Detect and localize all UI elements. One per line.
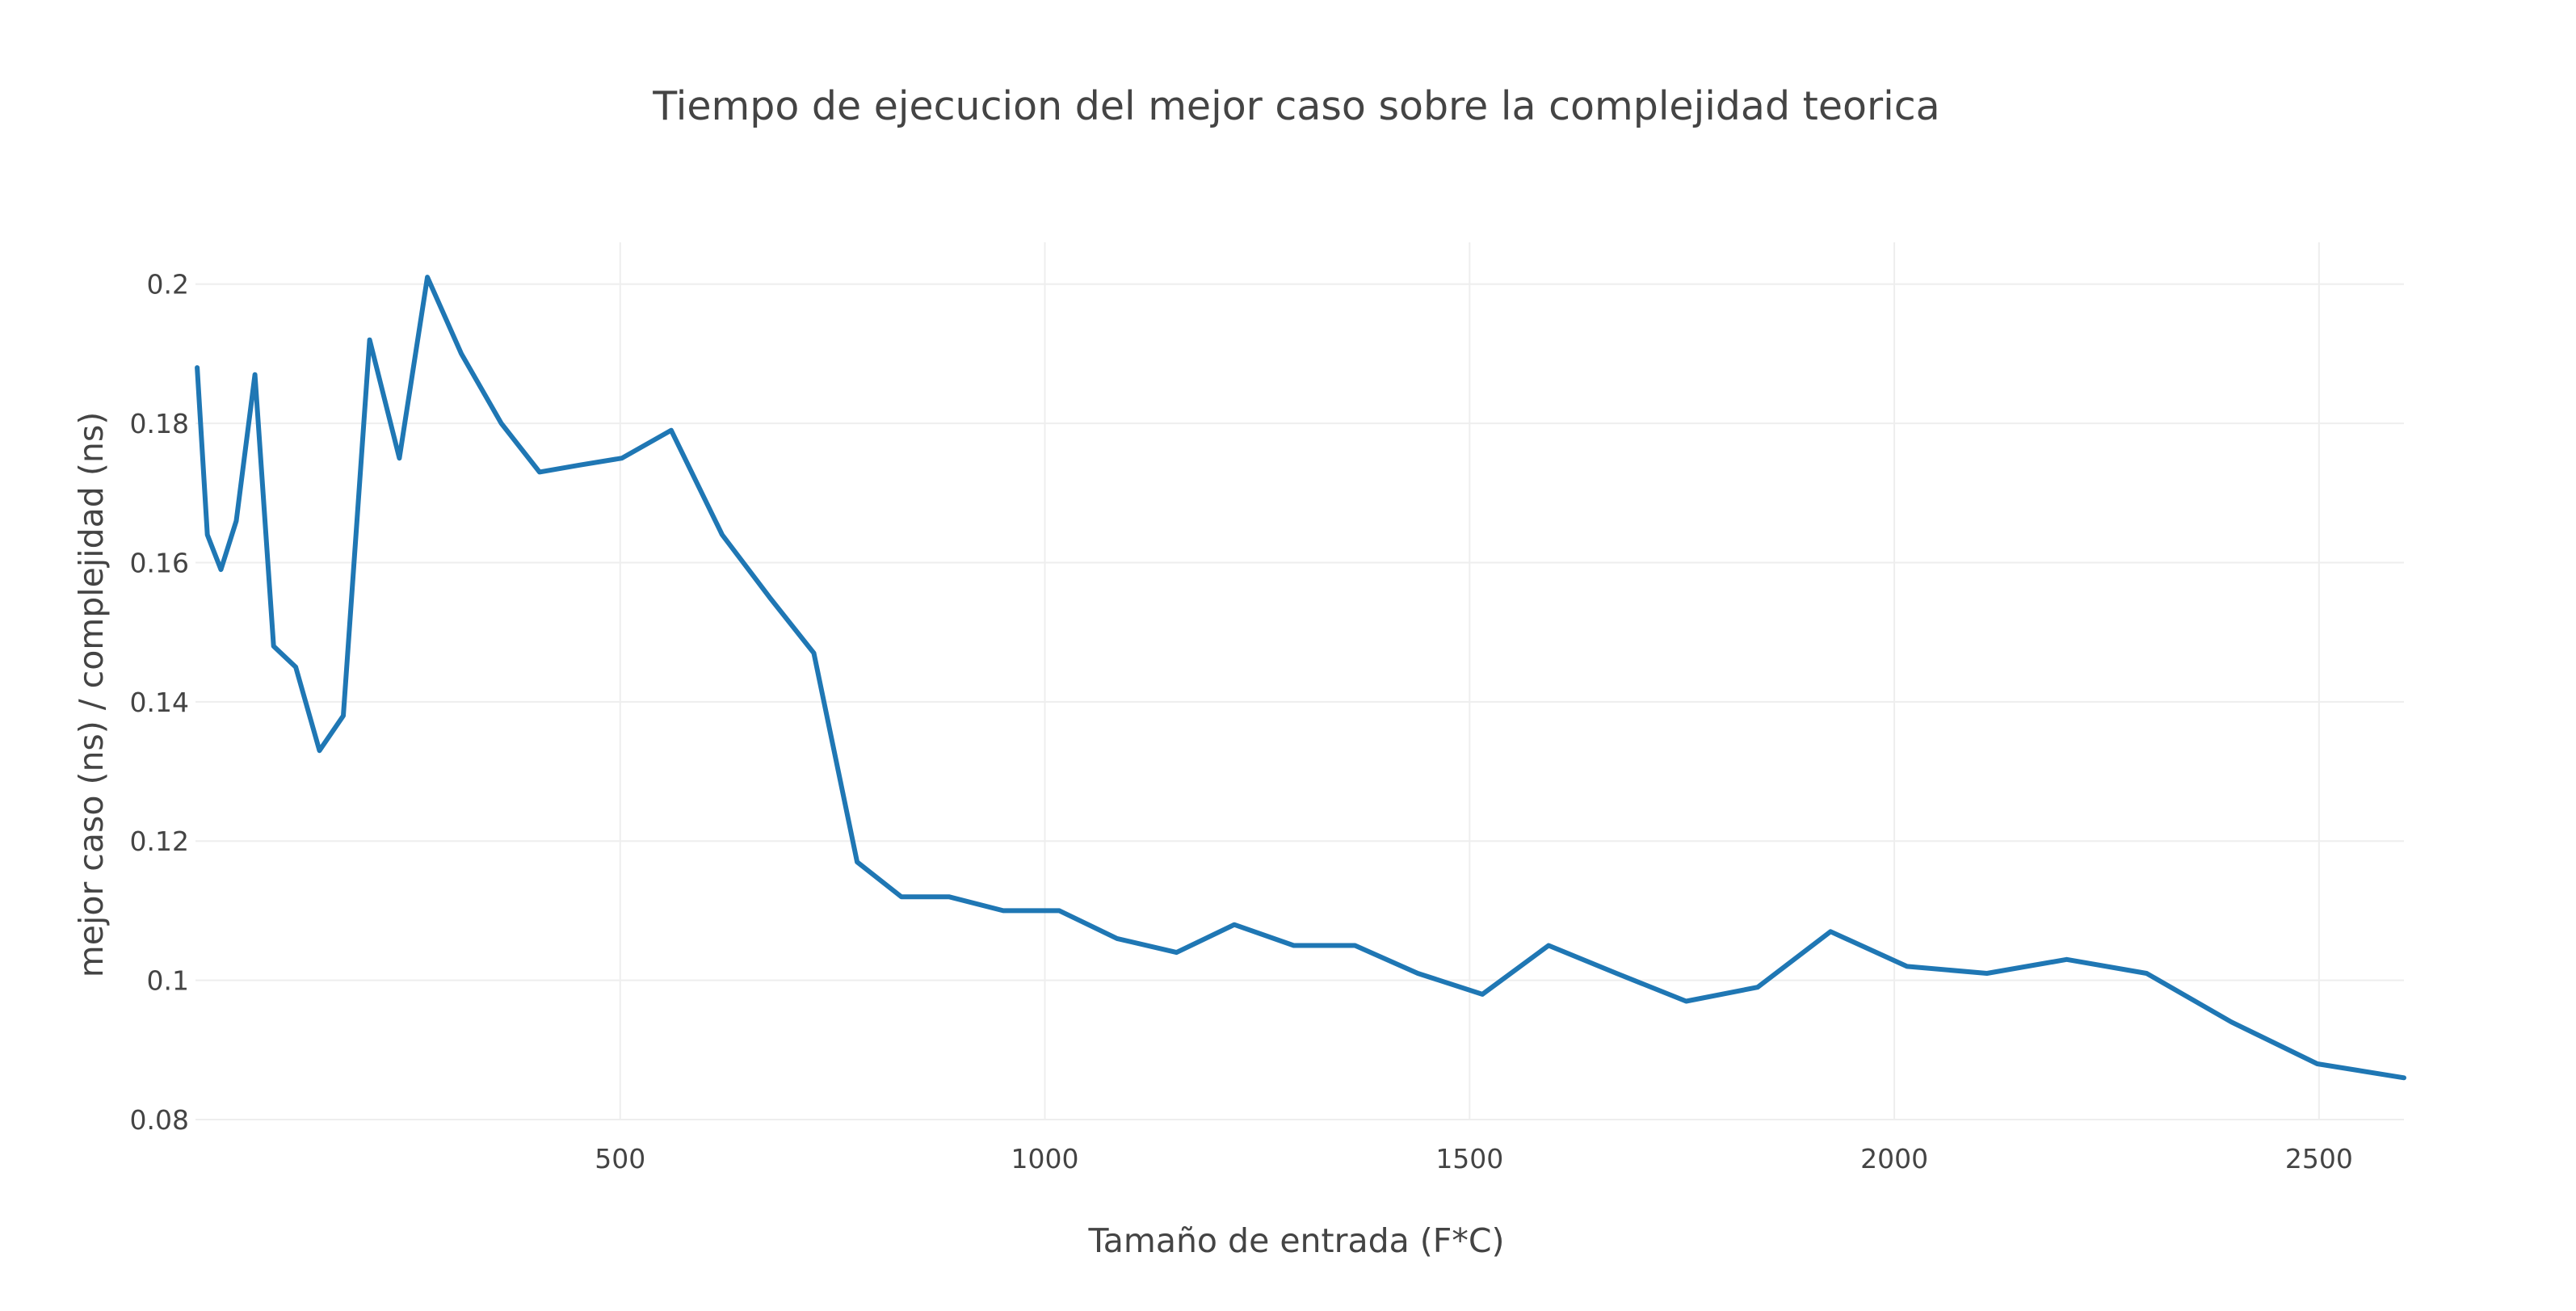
series-layer — [195, 275, 2406, 1081]
y-gridlines — [195, 283, 2404, 1120]
y-axis-title: mejor caso (ns) / complejidad (ns) — [72, 412, 111, 977]
x-tick-label: 1000 — [1011, 1143, 1079, 1174]
y-axis-ticks: 0.08 0.1 0.12 0.14 0.16 0.18 0.2 — [130, 269, 189, 1136]
y-tick-label: 0.16 — [130, 547, 189, 578]
x-axis-title: Tamaño de entrada (F*C) — [1088, 1221, 1505, 1260]
x-gridlines — [619, 242, 2320, 1120]
y-tick-label: 0.14 — [130, 687, 189, 718]
x-tick-label: 1500 — [1435, 1143, 1503, 1174]
y-tick-label: 0.08 — [130, 1104, 189, 1136]
y-tick-label: 0.2 — [147, 269, 189, 300]
chart-title: Tiempo de ejecucion del mejor caso sobre… — [652, 83, 1939, 129]
y-tick-label: 0.18 — [130, 408, 189, 439]
series-line — [195, 275, 2406, 1081]
x-tick-label: 2000 — [1860, 1143, 1928, 1174]
x-tick-label: 2500 — [2285, 1143, 2353, 1174]
x-tick-label: 500 — [595, 1143, 645, 1174]
x-axis-ticks: 500 1000 1500 2000 2500 — [595, 1143, 2353, 1174]
y-tick-label: 0.12 — [130, 826, 189, 857]
y-tick-label: 0.1 — [147, 965, 189, 997]
